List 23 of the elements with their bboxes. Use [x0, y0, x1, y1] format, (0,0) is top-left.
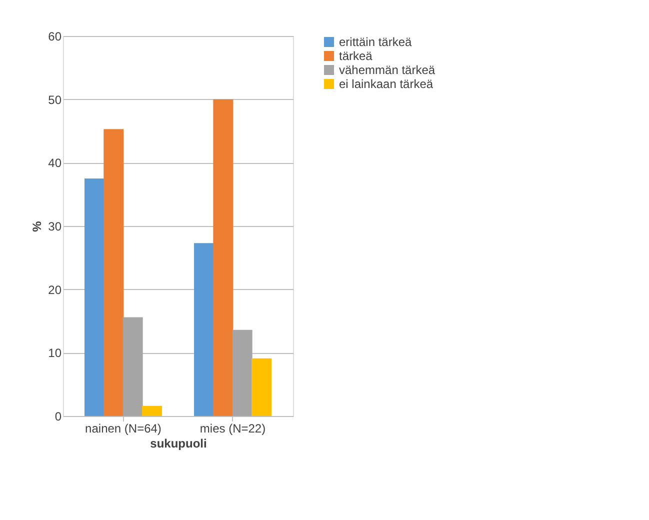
y-tick-label: 60 [48, 30, 62, 44]
bar [232, 330, 252, 416]
y-tick-label: 30 [48, 220, 62, 234]
bar [213, 99, 234, 416]
bar [104, 129, 124, 416]
bar [84, 178, 104, 416]
y-tick-label: 20 [48, 282, 62, 297]
legend-label: ei lainkaan tärkeä [339, 77, 434, 91]
y-tick-label: 10 [48, 346, 62, 360]
y-axis-title: % [30, 220, 44, 232]
x-tick-label: mies (N=22) [200, 422, 266, 436]
bar [142, 406, 162, 416]
bar [194, 243, 214, 416]
x-axis-title: sukupuoli [150, 436, 207, 450]
legend-label: erittäin tärkeä [339, 35, 412, 49]
x-tick-label: nainen (N=64) [85, 422, 162, 436]
y-tick-label: 0 [54, 410, 62, 424]
bar [252, 358, 272, 416]
legend-label: vähemmän tärkeä [339, 63, 436, 77]
bar [122, 317, 143, 416]
y-tick-label: 50 [48, 92, 62, 107]
y-tick-label: 40 [48, 156, 62, 170]
legend-label: tärkeä [339, 49, 373, 63]
